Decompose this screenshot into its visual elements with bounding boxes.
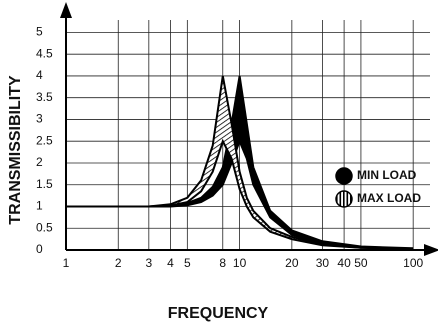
y-tick-label: 5 xyxy=(36,25,43,39)
x-tick-label: 4 xyxy=(167,256,174,270)
y-tick-label: 0 xyxy=(36,242,43,256)
x-tick-label: 2 xyxy=(115,256,122,270)
y-tick-label: 3.5 xyxy=(36,90,53,104)
y-tick-label: 4.5 xyxy=(36,46,53,60)
legend-label: MIN LOAD xyxy=(357,168,417,182)
band-fill xyxy=(66,75,414,249)
legend: MIN LOAD MAX LOAD xyxy=(335,167,421,208)
y-tick-label: 2 xyxy=(36,155,43,169)
y-tick-label: 4 xyxy=(36,68,43,82)
legend-marker xyxy=(335,190,353,208)
x-tick-label: 1 xyxy=(63,256,70,270)
x-tick-label: 40 xyxy=(337,256,351,270)
plot xyxy=(66,75,414,251)
y-tick-label: 3 xyxy=(36,112,43,126)
x-tick-label: 100 xyxy=(403,256,423,270)
upper-line xyxy=(66,75,414,250)
legend-marker xyxy=(335,167,353,185)
x-tick-label: 8 xyxy=(219,256,226,270)
x-tick-label: 20 xyxy=(285,256,299,270)
y-axis-label: TRANSMISSIBILITY xyxy=(7,75,24,225)
x-tick-label: 50 xyxy=(354,256,368,270)
y-tick-label: 1.5 xyxy=(36,177,53,191)
y-tick-label: 2.5 xyxy=(36,133,53,147)
legend-label: MAX LOAD xyxy=(357,191,421,205)
x-tick-label: 3 xyxy=(145,256,152,270)
y-tick-label: 1 xyxy=(36,199,43,213)
x-axis-label: FREQUENCY xyxy=(168,305,269,322)
lower-line xyxy=(66,138,414,251)
x-tick-label: 10 xyxy=(233,256,247,270)
x-tick-label: 5 xyxy=(184,256,191,270)
y-tick-label: 0.5 xyxy=(36,220,53,234)
x-tick-label: 30 xyxy=(316,256,330,270)
